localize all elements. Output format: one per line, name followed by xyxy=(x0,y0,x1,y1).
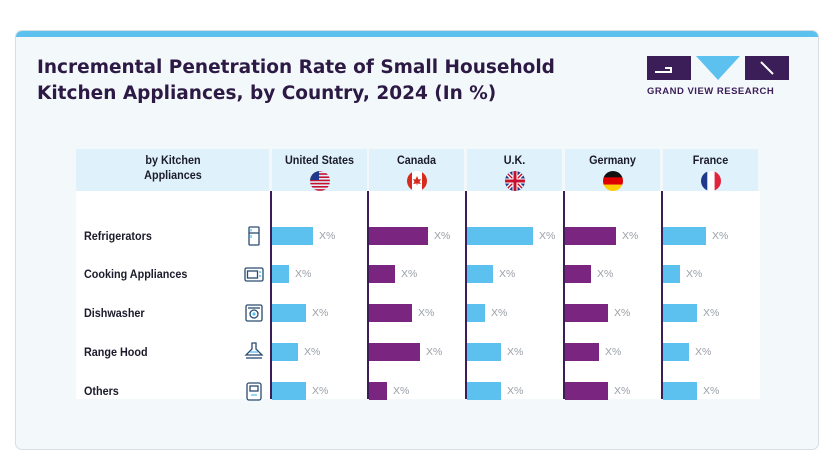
dishwasher-icon xyxy=(245,304,263,322)
refrigerator-icon xyxy=(248,226,260,246)
data-label: X% xyxy=(312,307,329,319)
chart-card: Incremental Penetration Rate of Small Ho… xyxy=(15,30,819,450)
row-icon xyxy=(243,263,265,285)
uk-flag-icon xyxy=(504,171,525,191)
range-hood-icon xyxy=(244,342,264,359)
chart-body xyxy=(76,191,760,399)
data-label: X% xyxy=(622,230,639,242)
appliance-icon xyxy=(246,382,262,401)
column-header-label: France xyxy=(692,153,729,167)
bar xyxy=(369,265,395,283)
logo-marks xyxy=(647,56,797,80)
row-label: Others xyxy=(84,384,119,398)
data-label: X% xyxy=(703,385,720,397)
column-divider xyxy=(465,191,467,399)
bar xyxy=(272,343,298,361)
bar xyxy=(369,343,420,361)
germany-flag-icon xyxy=(602,171,623,191)
bar xyxy=(663,265,680,283)
row-icon xyxy=(243,380,265,402)
bar xyxy=(565,227,616,245)
bar xyxy=(467,382,501,400)
column-divider xyxy=(367,191,369,399)
row-icon xyxy=(243,341,265,363)
france-flag-icon xyxy=(700,171,721,191)
data-label: X% xyxy=(703,307,720,319)
logo-mark-r xyxy=(745,56,789,80)
oven-icon xyxy=(244,267,264,282)
bar xyxy=(272,227,313,245)
chart-table: by Kitchen Appliances United States Canad… xyxy=(76,149,760,402)
column-header: U.K. xyxy=(467,149,562,191)
canada-flag-icon xyxy=(406,171,427,191)
category-header: by Kitchen Appliances xyxy=(76,149,269,191)
data-label: X% xyxy=(434,230,451,242)
column-header-label: Canada xyxy=(396,153,437,167)
bar xyxy=(272,265,289,283)
column-header-label: Germany xyxy=(589,153,636,167)
bar xyxy=(369,382,387,400)
bar xyxy=(663,343,689,361)
data-label: X% xyxy=(539,230,556,242)
data-label: X% xyxy=(393,385,410,397)
bar xyxy=(565,382,608,400)
logo-mark-v xyxy=(696,56,740,80)
column-divider xyxy=(563,191,565,399)
bar xyxy=(272,382,306,400)
column-header: Germany xyxy=(565,149,660,191)
bar xyxy=(272,304,306,322)
row-label: Range Hood xyxy=(84,345,148,359)
data-label: X% xyxy=(312,385,329,397)
row-label: Dishwasher xyxy=(84,306,145,320)
logo-mark-g xyxy=(647,56,691,80)
bar xyxy=(565,343,599,361)
column-divider xyxy=(661,191,663,399)
bar xyxy=(565,265,591,283)
bar xyxy=(565,304,608,322)
data-label: X% xyxy=(491,307,508,319)
bar xyxy=(467,227,533,245)
row-label: Refrigerators xyxy=(84,229,152,243)
data-label: X% xyxy=(614,385,631,397)
data-label: X% xyxy=(686,268,703,280)
data-label: X% xyxy=(319,230,336,242)
data-label: X% xyxy=(712,230,729,242)
card-accent-bar xyxy=(16,31,818,37)
us-flag-icon xyxy=(309,171,330,191)
data-label: X% xyxy=(401,268,418,280)
column-divider xyxy=(270,191,272,399)
brand-name: GRAND VIEW RESEARCH xyxy=(647,86,775,97)
data-label: X% xyxy=(426,346,443,358)
bar xyxy=(663,304,697,322)
data-label: X% xyxy=(418,307,435,319)
data-label: X% xyxy=(295,268,312,280)
bar xyxy=(467,304,485,322)
data-label: X% xyxy=(304,346,321,358)
brand-logo: GRAND VIEW RESEARCH xyxy=(647,56,797,100)
data-label: X% xyxy=(499,268,516,280)
data-label: X% xyxy=(597,268,614,280)
data-label: X% xyxy=(507,346,524,358)
row-icon xyxy=(243,225,265,247)
column-header-label: United States xyxy=(284,153,355,167)
data-label: X% xyxy=(695,346,712,358)
bar xyxy=(467,343,501,361)
column-header-label: U.K. xyxy=(503,153,526,167)
bar xyxy=(467,265,493,283)
bar xyxy=(663,382,697,400)
column-header: United States xyxy=(272,149,367,191)
bar xyxy=(663,227,706,245)
column-header: France xyxy=(663,149,758,191)
data-label: X% xyxy=(614,307,631,319)
chart-title: Incremental Penetration Rate of Small Ho… xyxy=(37,57,555,104)
bar xyxy=(369,304,412,322)
data-label: X% xyxy=(507,385,524,397)
row-icon xyxy=(243,302,265,324)
row-label: Cooking Appliances xyxy=(84,267,188,281)
bar xyxy=(369,227,428,245)
column-header: Canada xyxy=(369,149,464,191)
category-header-label: by Kitchen Appliances xyxy=(143,153,202,182)
data-label: X% xyxy=(605,346,622,358)
